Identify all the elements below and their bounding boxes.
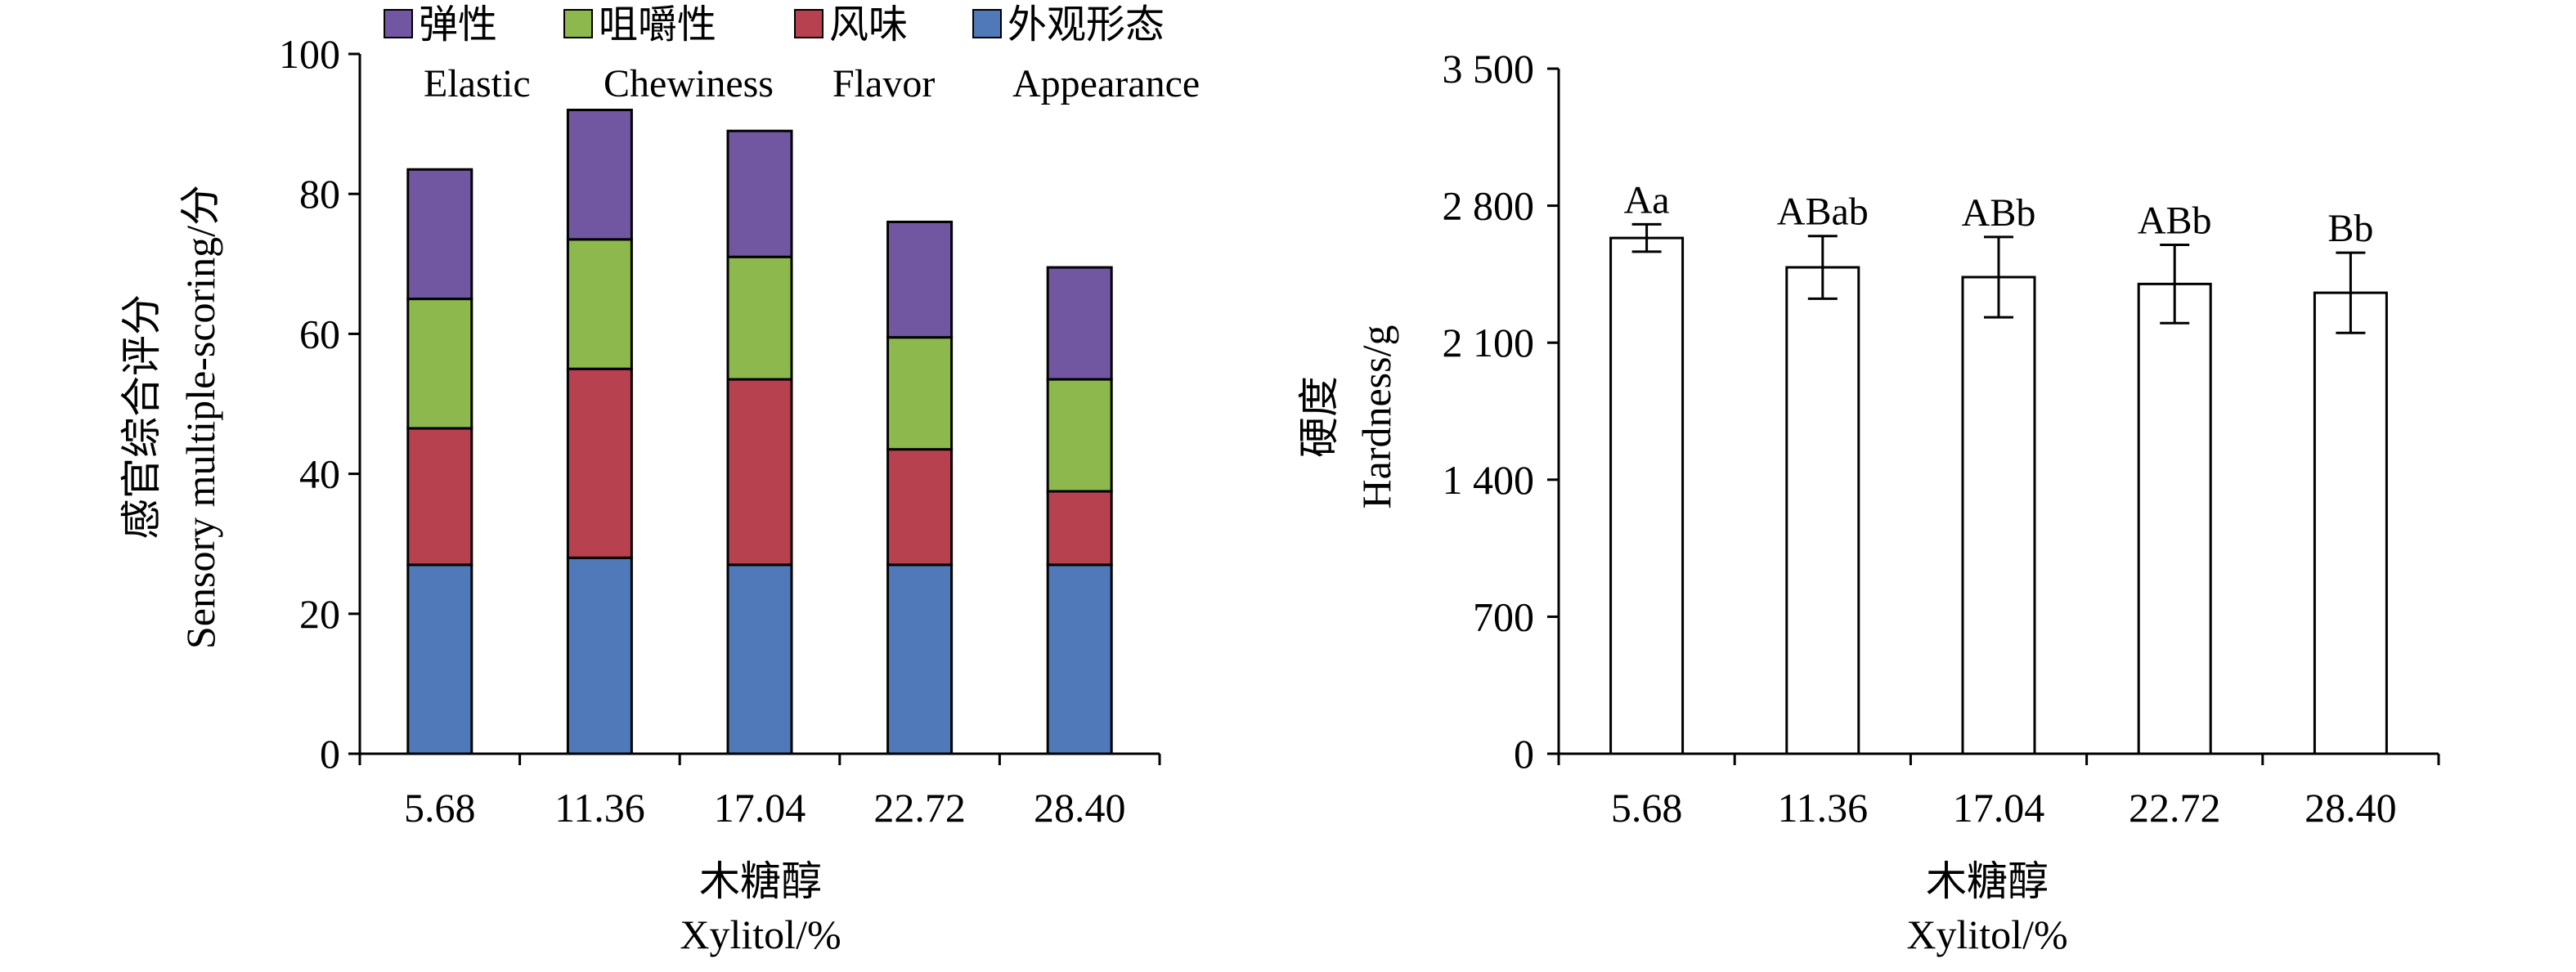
right-x-axis-title-cn: 木糖醇 — [1926, 858, 2049, 904]
right-y-tick-label: 3 500 — [1443, 46, 1535, 92]
hardness-bar — [2313, 291, 2388, 755]
left-x-tick-labels: 5.68 11.36 17.04 22.72 28.40 — [404, 785, 1125, 831]
legend-label-flavor-cn: 风味 — [829, 3, 908, 47]
hardness-bar — [1961, 275, 2036, 755]
bar-segment-appearance-0 — [406, 563, 473, 755]
right-x-tick-label: 17.04 — [1953, 785, 2045, 831]
right-y-tick-label: 0 — [1514, 731, 1534, 777]
significance-label: ABb — [1962, 191, 2036, 235]
left-y-tick-label: 80 — [299, 171, 340, 217]
right-y-tick-labels: 0 700 1 400 2 100 2 800 3 500 — [1443, 46, 1535, 777]
legend-swatch-chewiness — [563, 9, 593, 38]
bar-segment-chewiness-2 — [726, 255, 793, 381]
left-axes — [348, 52, 1161, 765]
right-y-tick-label: 700 — [1473, 594, 1534, 639]
bar-segment-appearance-3 — [886, 563, 954, 755]
left-x-tick-label: 17.04 — [714, 785, 806, 831]
right-y-axis-title-en: Hardness/g — [1353, 325, 1399, 509]
left-y-tick-label: 100 — [279, 31, 340, 77]
bar-segment-appearance-4 — [1046, 563, 1113, 755]
left-y-tick-labels: 0 20 40 60 80 100 — [279, 31, 340, 777]
left-x-axis-title-en: Xylitol/% — [680, 912, 841, 957]
bar-segment-appearance-2 — [726, 563, 793, 755]
bar-segment-elastic-2 — [726, 129, 793, 258]
bar-segment-chewiness-3 — [886, 336, 954, 451]
right-y-tick-label: 2 100 — [1443, 320, 1535, 365]
significance-label: ABab — [1777, 190, 1869, 234]
bar-segment-flavor-2 — [726, 378, 793, 567]
left-y-tick-label: 0 — [320, 731, 340, 777]
left-y-tick-label: 40 — [299, 451, 340, 497]
bar-segment-elastic-1 — [566, 108, 633, 241]
legend-label-chewiness-cn: 咀嚼性 — [599, 3, 716, 47]
left-x-tick-label: 28.40 — [1034, 785, 1126, 831]
right-y-tick-label: 1 400 — [1443, 457, 1535, 503]
bar-segment-flavor-3 — [886, 448, 954, 567]
significance-label: ABb — [2138, 199, 2212, 242]
bar-segment-elastic-4 — [1046, 266, 1113, 381]
right-y-axis-title-cn: 硬度 — [1296, 376, 1342, 458]
hardness-bars: Aa ABab ABb ABb Bb — [1609, 178, 2388, 755]
right-x-tick-label: 22.72 — [2129, 785, 2221, 831]
legend-label-appearance-cn: 外观形态 — [1008, 3, 1165, 47]
significance-label: Bb — [2327, 207, 2373, 250]
left-y-axis-title-cn: 感官综合评分 — [119, 294, 164, 540]
bar-segment-chewiness-0 — [406, 298, 473, 430]
legend-label-chewiness-en: Chewiness — [604, 62, 774, 105]
legend-swatch-appearance — [972, 9, 1002, 38]
stacked-bars — [406, 108, 1113, 755]
left-y-tick-label: 60 — [299, 311, 340, 356]
sensory-chart: 弹性 Elastic 咀嚼性 Chewiness 风味 Flavor 外观形态 … — [119, 3, 1200, 957]
legend-label-elastic-en: Elastic — [424, 62, 531, 105]
bar-segment-elastic-3 — [886, 220, 954, 339]
left-y-axis-title-en: Sensory multiple-scoring/分 — [177, 185, 223, 649]
legend-swatch-elastic — [384, 9, 413, 38]
significance-label: Aa — [1624, 178, 1670, 222]
right-axes — [1547, 67, 2440, 765]
legend-swatch-flavor — [794, 9, 824, 38]
left-y-tick-label: 20 — [299, 591, 340, 637]
bar-segment-chewiness-1 — [566, 238, 633, 370]
legend-label-appearance-en: Appearance — [1012, 62, 1200, 105]
right-x-tick-label: 5.68 — [1611, 785, 1683, 831]
bar-segment-flavor-4 — [1046, 490, 1113, 567]
legend-label-flavor-en: Flavor — [832, 62, 935, 105]
right-x-tick-label: 28.40 — [2304, 785, 2397, 831]
right-x-axis-title-en: Xylitol/% — [1906, 912, 2067, 957]
legend-label-elastic-cn: 弹性 — [419, 3, 497, 47]
left-x-axis-title-cn: 木糖醇 — [699, 858, 822, 904]
bar-segment-flavor-0 — [406, 427, 473, 567]
bar-segment-appearance-1 — [566, 556, 633, 755]
right-x-tick-labels: 5.68 11.36 17.04 22.72 28.40 — [1611, 785, 2397, 831]
bar-segment-elastic-0 — [406, 168, 473, 301]
hardness-bar — [1609, 236, 1685, 755]
hardness-bar — [1785, 266, 1860, 755]
hardness-bar — [2137, 282, 2212, 755]
left-x-tick-label: 22.72 — [873, 785, 966, 831]
legend: 弹性 Elastic 咀嚼性 Chewiness 风味 Flavor 外观形态 … — [384, 3, 1200, 105]
bar-segment-chewiness-4 — [1046, 378, 1113, 493]
right-x-tick-label: 11.36 — [1777, 785, 1868, 831]
right-y-tick-label: 2 800 — [1443, 183, 1535, 229]
left-x-tick-label: 5.68 — [404, 785, 476, 831]
bar-segment-flavor-1 — [566, 367, 633, 559]
left-x-tick-label: 11.36 — [554, 785, 645, 831]
